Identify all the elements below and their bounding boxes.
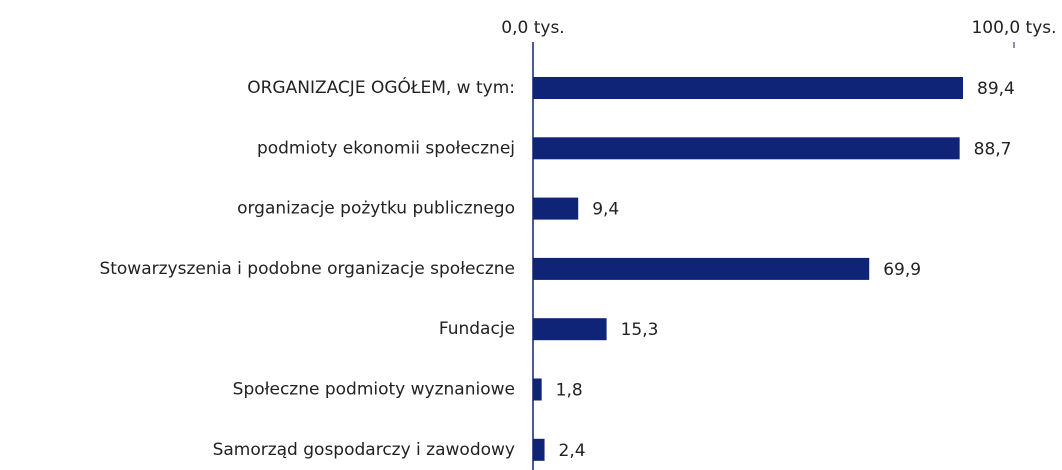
value-label: 15,3	[621, 320, 659, 340]
bar	[533, 318, 607, 341]
category-label: Samorząd gospodarczy i zawodowy	[213, 440, 515, 460]
category-label: Społeczne podmioty wyznaniowe	[233, 380, 515, 400]
value-label: 69,9	[883, 260, 921, 280]
category-label: Fundacje	[439, 319, 515, 339]
x-tick-label: 0,0 tys.	[501, 18, 564, 38]
value-label: 88,7	[974, 139, 1012, 159]
category-label: ORGANIZACJE OGÓŁEM, w tym:	[247, 76, 515, 98]
category-label: podmioty ekonomii społecznej	[257, 138, 515, 158]
x-tick-label: 100,0 tys.	[971, 18, 1056, 38]
bar	[533, 77, 964, 99]
category-label: Stowarzyszenia i podobne organizacje spo…	[99, 259, 515, 279]
bar	[533, 137, 960, 160]
value-label: 1,8	[556, 381, 583, 401]
bar	[533, 378, 542, 401]
bar	[533, 438, 545, 461]
value-label: 9,4	[592, 200, 619, 220]
value-label: 89,4	[977, 79, 1015, 99]
category-label: organizacje pożytku publicznego	[237, 199, 515, 219]
bar	[533, 197, 579, 220]
bar	[533, 257, 870, 280]
value-label: 2,4	[559, 441, 586, 461]
